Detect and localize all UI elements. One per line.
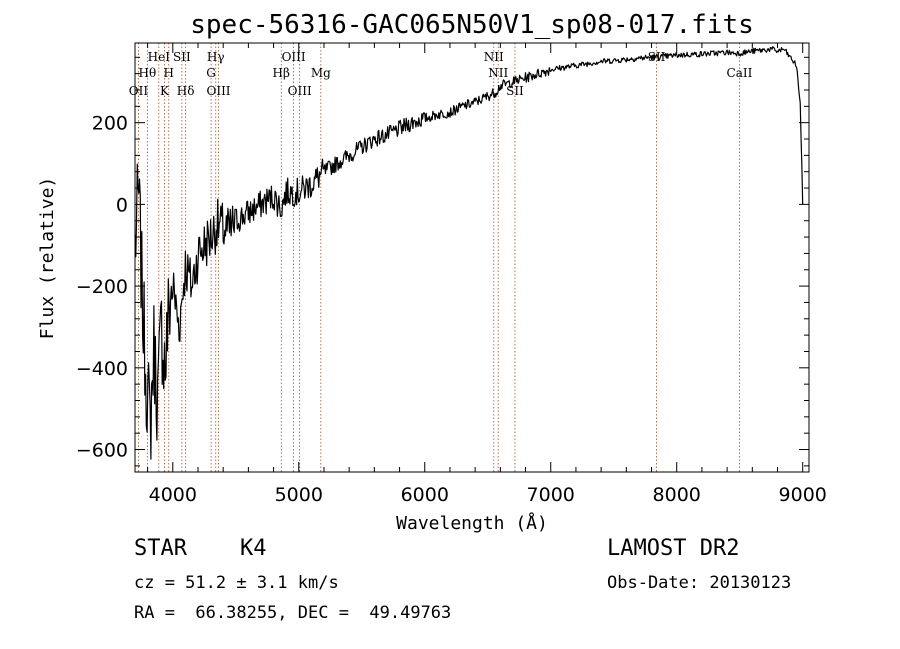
spectral-line-label-11: OIII bbox=[282, 50, 306, 64]
x-tick-label-1: 5000 bbox=[275, 484, 323, 506]
spectral-line-label-12: OIII bbox=[288, 84, 312, 98]
coordinates-text: RA = 66.38255, DEC = 49.49763 bbox=[134, 603, 452, 623]
y-tick-label-1: −400 bbox=[76, 358, 128, 380]
obs-date-text: Obs-Date: 20130123 bbox=[607, 573, 792, 593]
x-tick-label-3: 7000 bbox=[527, 484, 575, 506]
spectral-class-text: STAR K4 bbox=[134, 536, 267, 561]
spectrum-series-line bbox=[134, 46, 804, 460]
spectral-line-label-8: Hγ bbox=[207, 50, 225, 64]
spectral-line-label-0: OII bbox=[129, 84, 149, 98]
spectral-line-labels: OII Hθ HeI KH SII Hδ G Hγ OIII Hβ OIII OIII Mg NII NII… bbox=[129, 50, 753, 98]
spectral-line-label-16: SII bbox=[506, 84, 524, 98]
spectral-line-label-13: Mg bbox=[311, 66, 331, 80]
x-tick-label-2: 6000 bbox=[401, 484, 449, 506]
spectral-line-label-7: G bbox=[206, 66, 216, 80]
y-tick-label-4: 200 bbox=[92, 113, 128, 135]
chart-title: spec-56316-GAC065N50V1_sp08-017.fits bbox=[190, 10, 754, 40]
survey-name-text: LAMOST DR2 bbox=[607, 536, 740, 561]
y-tick-label-2: −200 bbox=[76, 276, 128, 298]
spectral-line-label-5: SII bbox=[173, 50, 191, 64]
plot-frame bbox=[134, 42, 810, 473]
x-axis-ticks: 4000 5000 6000 7000 8000 9000 bbox=[147, 43, 827, 506]
spectral-line-label-2: HeI bbox=[148, 50, 171, 64]
y-tick-label-3: 0 bbox=[116, 194, 128, 216]
y-axis-ticks: −600 −400 −200 0 200 bbox=[76, 56, 809, 467]
x-tick-label-5: 9000 bbox=[779, 484, 827, 506]
x-tick-label-0: 4000 bbox=[149, 484, 197, 506]
spectral-line-label-1: Hθ bbox=[138, 66, 156, 80]
y-tick-label-0: −600 bbox=[76, 440, 128, 462]
redshift-text: cz = 51.2 ± 3.1 km/s bbox=[134, 573, 339, 593]
spectral-line-markers bbox=[138, 43, 740, 472]
spectral-line-label-6: Hδ bbox=[177, 84, 195, 98]
spectral-line-label-9: OIII bbox=[206, 84, 230, 98]
spectral-line-label-10: Hβ bbox=[273, 66, 290, 80]
spectral-line-label-14: NII bbox=[484, 50, 504, 64]
spectral-line-label-4: H bbox=[164, 66, 174, 80]
y-axis-label: Flux (relative) bbox=[37, 177, 58, 340]
x-axis-label: Wavelength (Å) bbox=[396, 512, 548, 534]
spectral-line-label-15: NII bbox=[488, 66, 508, 80]
x-tick-label-4: 8000 bbox=[653, 484, 701, 506]
spectral-line-label-17: SII bbox=[648, 50, 666, 64]
spectral-line-label-18: CaII bbox=[727, 66, 753, 80]
spectral-line-label-3: K bbox=[160, 84, 170, 98]
